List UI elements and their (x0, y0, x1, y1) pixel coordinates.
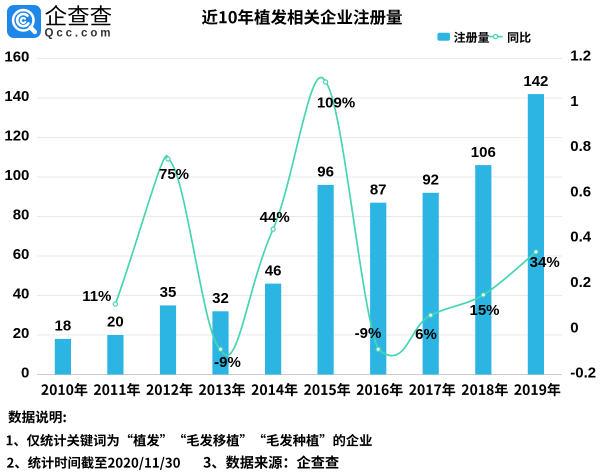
svg-text:75%: 75% (159, 166, 189, 183)
svg-text:-0.2: -0.2 (570, 365, 596, 382)
svg-text:46: 46 (265, 262, 282, 279)
svg-text:0.8: 0.8 (570, 138, 591, 155)
svg-text:142: 142 (523, 73, 548, 90)
svg-text:44%: 44% (260, 209, 290, 226)
svg-text:18: 18 (55, 318, 72, 335)
svg-text:34%: 34% (530, 254, 560, 271)
svg-text:0.6: 0.6 (570, 183, 591, 200)
svg-text:60: 60 (13, 246, 30, 263)
svg-text:35: 35 (160, 284, 177, 301)
svg-text:1.2: 1.2 (570, 48, 591, 65)
svg-text:160: 160 (4, 49, 29, 66)
svg-text:0: 0 (21, 365, 29, 382)
svg-text:0.2: 0.2 (570, 274, 591, 291)
svg-text:-9%: -9% (355, 325, 382, 342)
svg-text:106: 106 (471, 144, 496, 161)
svg-text:20: 20 (13, 325, 30, 342)
svg-text:140: 140 (4, 88, 29, 105)
svg-text:120: 120 (4, 128, 29, 145)
svg-text:0.4: 0.4 (570, 229, 592, 246)
svg-text:109%: 109% (317, 95, 355, 112)
svg-text:100: 100 (4, 167, 29, 184)
svg-text:11%: 11% (82, 288, 111, 305)
svg-text:40: 40 (13, 286, 30, 303)
svg-text:20: 20 (107, 314, 124, 331)
svg-text:80: 80 (13, 207, 30, 224)
svg-text:0: 0 (570, 319, 578, 336)
svg-text:92: 92 (422, 172, 439, 189)
svg-text:87: 87 (370, 181, 387, 198)
svg-text:Qcc.com: Qcc.com (45, 28, 114, 40)
svg-text:1: 1 (570, 93, 578, 110)
svg-text:-9%: -9% (214, 354, 241, 371)
svg-text:15%: 15% (469, 302, 499, 319)
svg-text:6%: 6% (415, 326, 437, 343)
svg-text:32: 32 (212, 290, 229, 307)
svg-text:96: 96 (317, 164, 334, 181)
